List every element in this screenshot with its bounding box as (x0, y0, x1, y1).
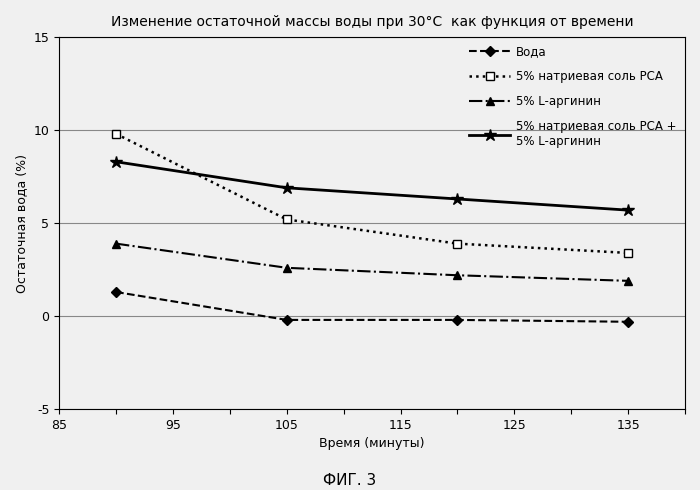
Вода (283, 317, 291, 323)
Legend: Вода, 5% натриевая соль РСА, 5% L-аргинин, 5% натриевая соль РСА +
5% L-аргинин: Вода, 5% натриевая соль РСА, 5% L-аргини… (464, 41, 682, 152)
Line: Вода: Вода (113, 289, 631, 325)
X-axis label: Время (минуты): Время (минуты) (319, 438, 425, 450)
Text: ФИГ. 3: ФИГ. 3 (323, 473, 377, 488)
5% натриевая соль РСА (112, 131, 120, 137)
5% натриевая соль РСА (283, 217, 291, 222)
5% натриевая соль РСА (624, 250, 632, 256)
5% натриевая соль РСА (453, 241, 461, 246)
Вода (453, 317, 461, 323)
5% L-аргинин (453, 272, 461, 278)
5% L-аргинин (283, 265, 291, 271)
5% натриевая соль РСА +
5% L-аргинин (453, 196, 461, 202)
Вода (624, 319, 632, 325)
5% натриевая соль РСА +
5% L-аргинин (283, 185, 291, 191)
Вода (112, 289, 120, 295)
5% L-аргинин (112, 241, 120, 246)
Y-axis label: Остаточная вода (%): Остаточная вода (%) (15, 154, 28, 293)
Line: 5% L-аргинин: 5% L-аргинин (112, 240, 632, 285)
5% натриевая соль РСА +
5% L-аргинин (624, 207, 632, 213)
Line: 5% натриевая соль РСА: 5% натриевая соль РСА (112, 130, 632, 257)
5% натриевая соль РСА +
5% L-аргинин (112, 159, 120, 165)
Line: 5% натриевая соль РСА +
5% L-аргинин: 5% натриевая соль РСА + 5% L-аргинин (110, 155, 634, 217)
Title: Изменение остаточной массы воды при 30°C  как функция от времени: Изменение остаточной массы воды при 30°C… (111, 15, 634, 29)
5% L-аргинин (624, 278, 632, 284)
